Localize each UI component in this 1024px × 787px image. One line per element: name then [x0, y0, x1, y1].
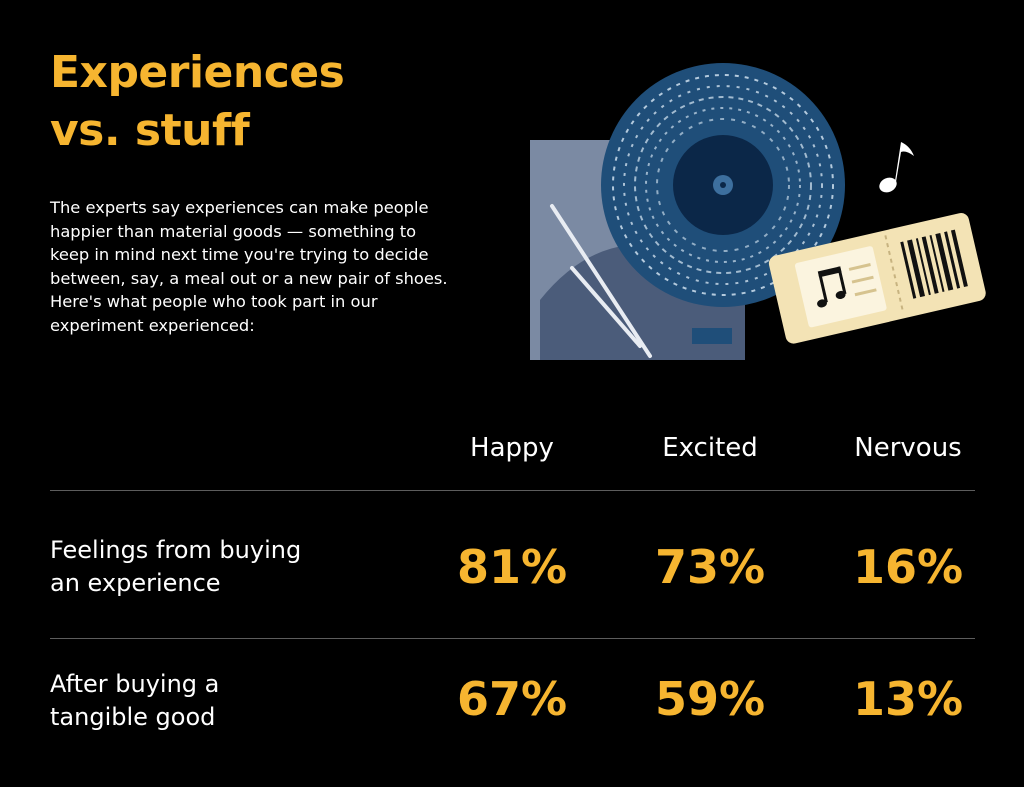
value-experience-nervous: 16% — [852, 540, 964, 594]
vinyl-record-icon — [601, 63, 845, 307]
row-label-tangible-line-1: After buying a — [50, 670, 220, 698]
title-line-2: vs. stuff — [50, 105, 250, 156]
value-experience-happy: 81% — [456, 540, 568, 594]
value-tangible-nervous: 13% — [852, 672, 964, 726]
music-note-icon — [879, 142, 914, 193]
divider-top — [50, 490, 975, 491]
title-line-1: Experiences — [50, 47, 345, 98]
divider-middle — [50, 638, 975, 639]
column-header-nervous: Nervous — [854, 433, 962, 463]
column-header-happy: Happy — [470, 433, 554, 463]
value-tangible-happy: 67% — [456, 672, 568, 726]
illustration — [530, 63, 986, 360]
column-header-excited: Excited — [662, 433, 758, 463]
row-label-experience: Feelings from buying an experience — [50, 534, 390, 600]
row-label-experience-line-1: Feelings from buying — [50, 536, 302, 564]
row-label-tangible: After buying a tangible good — [50, 668, 390, 734]
intro-text: The experts say experiences can make peo… — [50, 198, 448, 335]
row-label-tangible-line-2: tangible good — [50, 703, 216, 731]
row-label-experience-line-2: an experience — [50, 569, 221, 597]
concert-ticket-icon — [768, 213, 986, 344]
value-experience-excited: 73% — [654, 540, 766, 594]
page-title: Experiences vs. stuff — [50, 44, 345, 160]
value-tangible-excited: 59% — [654, 672, 766, 726]
